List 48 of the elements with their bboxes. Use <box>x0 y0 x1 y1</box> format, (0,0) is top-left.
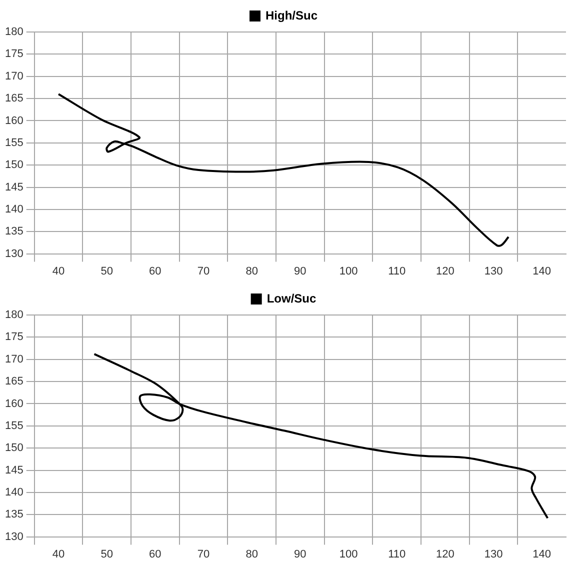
y-tick-label: 140 <box>4 486 24 498</box>
y-tick-label: 180 <box>4 26 24 38</box>
x-tick-label: 100 <box>339 548 358 560</box>
x-tick-label: 60 <box>149 548 162 560</box>
y-tick-label: 130 <box>4 530 24 543</box>
y-tick-label: 145 <box>4 464 24 476</box>
x-tick-label: 120 <box>436 265 454 278</box>
x-tick-label: 130 <box>484 548 503 560</box>
x-tick-label: 120 <box>436 548 454 560</box>
x-tick-label: 60 <box>149 265 162 278</box>
x-tick-label: 100 <box>339 265 358 278</box>
y-tick-label: 160 <box>4 398 24 410</box>
y-tick-label: 150 <box>4 159 24 172</box>
x-tick-label: 40 <box>52 265 65 278</box>
y-tick-label: 160 <box>4 114 24 127</box>
legend-label: High/Suc <box>266 8 318 22</box>
y-tick-label: 175 <box>4 48 24 60</box>
x-tick-label: 50 <box>100 265 113 278</box>
y-tick-label: 150 <box>4 442 24 454</box>
y-tick-label: 130 <box>4 248 24 260</box>
x-tick-label: 130 <box>484 265 503 278</box>
y-tick-label: 180 <box>4 309 24 322</box>
x-tick-label: 70 <box>197 265 210 278</box>
line-series <box>93 353 549 520</box>
x-tick-label: 40 <box>52 548 65 560</box>
x-tick-label: 110 <box>388 265 406 278</box>
y-tick-label: 145 <box>4 181 24 194</box>
y-tick-label: 140 <box>4 203 24 216</box>
y-tick-label: 135 <box>4 508 24 521</box>
x-tick-label: 110 <box>388 548 406 560</box>
y-tick-label: 135 <box>4 226 24 238</box>
y-tick-label: 165 <box>4 92 24 105</box>
x-tick-label: 70 <box>197 548 210 560</box>
legend-label: Low/Suc <box>266 291 316 306</box>
x-tick-label: 50 <box>100 548 113 560</box>
y-tick-label: 155 <box>4 420 24 432</box>
y-tick-label: 165 <box>4 376 24 388</box>
y-tick-label: 155 <box>4 136 24 149</box>
y-tick-label: 175 <box>4 331 24 344</box>
y-tick-label: 170 <box>4 353 24 366</box>
x-tick-label: 90 <box>294 548 306 560</box>
line-series <box>58 93 510 247</box>
x-tick-label: 140 <box>532 265 552 278</box>
x-tick-label: 80 <box>246 548 258 560</box>
x-tick-label: 140 <box>532 548 552 560</box>
y-tick-label: 170 <box>4 70 24 82</box>
x-tick-label: 90 <box>294 265 306 278</box>
x-tick-label: 80 <box>246 265 258 278</box>
